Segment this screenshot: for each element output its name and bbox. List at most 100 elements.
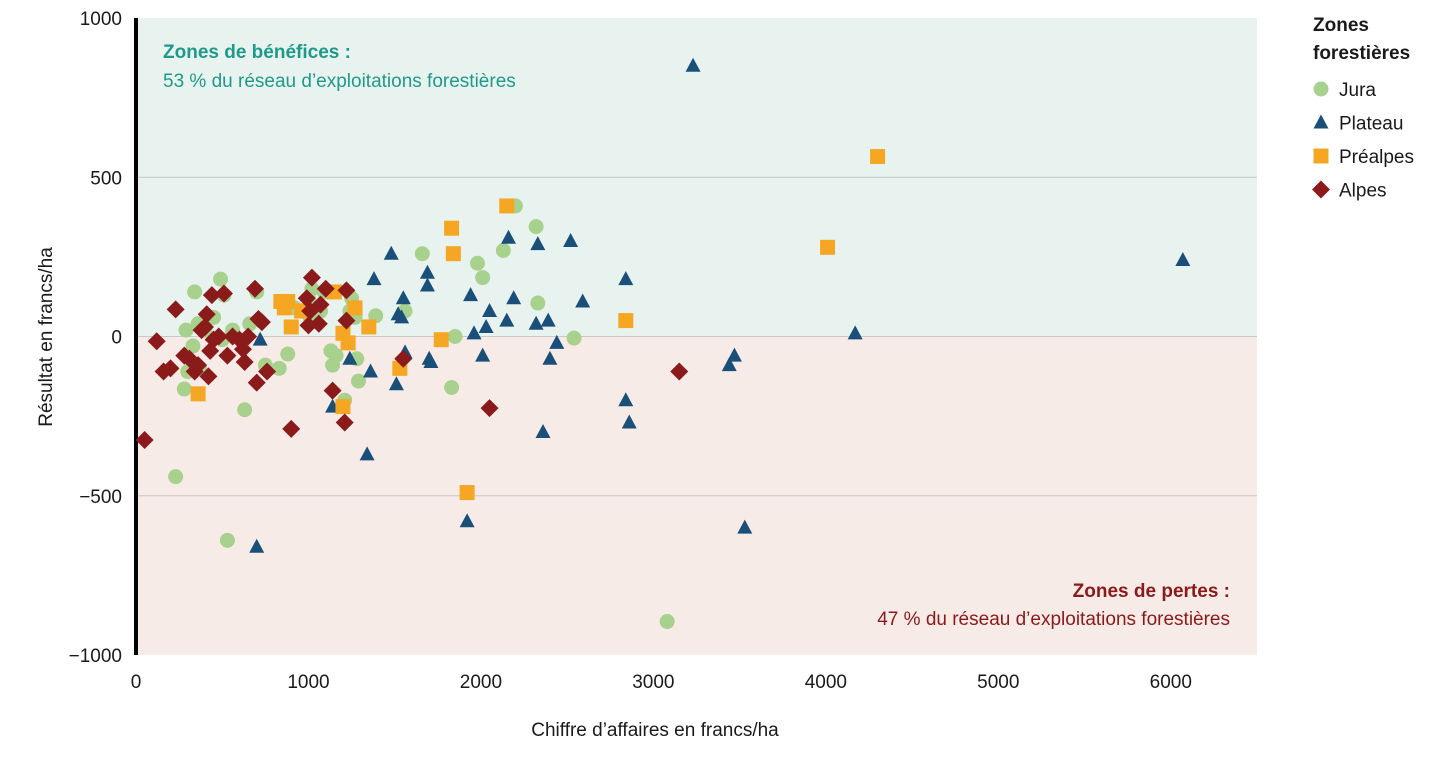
x-tick-label: 5000 xyxy=(977,672,1019,693)
point-triangle xyxy=(499,312,515,327)
point-square xyxy=(445,246,461,262)
point-diamond xyxy=(239,327,258,346)
point-diamond xyxy=(199,367,218,386)
point-circle xyxy=(528,219,544,235)
point-diamond xyxy=(235,352,254,371)
point-diamond xyxy=(337,311,356,330)
x-tick-label: 0 xyxy=(131,672,142,693)
y-axis-ticks: 1000 500 0 −500 −1000 xyxy=(69,9,122,667)
point-circle xyxy=(187,284,203,300)
point-circle xyxy=(168,469,184,485)
point-triangle xyxy=(394,309,410,324)
point-circle xyxy=(213,271,229,287)
legend-marker-circle xyxy=(1313,81,1329,97)
point-diamond xyxy=(302,268,321,287)
point-diamond xyxy=(161,359,180,378)
point-diamond xyxy=(189,356,208,375)
point-diamond xyxy=(297,289,316,308)
profit-zone-subtitle: 53 % du réseau d’exploitations forestièr… xyxy=(163,71,516,92)
point-triangle xyxy=(618,392,634,407)
x-tick-label: 4000 xyxy=(805,672,847,693)
point-triangle xyxy=(463,287,479,302)
point-triangle xyxy=(618,271,634,286)
y-tick-label: −1000 xyxy=(69,646,122,667)
point-triangle xyxy=(542,350,558,365)
profit-zone-title: Zones de bénéfices : xyxy=(163,42,351,63)
legend-label: Alpes xyxy=(1339,181,1387,202)
point-square xyxy=(280,293,296,309)
point-diamond xyxy=(258,362,277,381)
legend-item: Plateau xyxy=(1313,114,1403,135)
point-square xyxy=(618,313,634,329)
point-circle xyxy=(444,379,460,395)
point-diamond xyxy=(247,373,266,392)
point-triangle xyxy=(535,424,551,439)
point-circle xyxy=(469,255,485,271)
point-triangle xyxy=(383,245,399,260)
point-diamond xyxy=(166,300,185,319)
point-diamond xyxy=(337,281,356,300)
legend-label: Plateau xyxy=(1339,114,1403,135)
legend-marker-square xyxy=(1313,148,1329,164)
legend-label: Jura xyxy=(1339,80,1376,101)
point-triangle xyxy=(419,277,435,292)
point-square xyxy=(820,239,836,255)
point-triangle xyxy=(1175,252,1191,267)
point-diamond xyxy=(209,327,228,346)
point-triangle xyxy=(459,513,475,528)
point-square xyxy=(499,198,515,214)
point-triangle xyxy=(528,315,544,330)
point-square xyxy=(335,399,351,415)
legend-item: Alpes xyxy=(1312,180,1387,202)
series-préalpes xyxy=(190,149,886,501)
point-diamond xyxy=(335,413,354,432)
point-triangle xyxy=(726,347,742,362)
legend: Zones forestières Jura Plateau Préalpes Alp… xyxy=(1312,15,1414,202)
y-axis-label: Résultat en francs/ha xyxy=(36,247,57,427)
x-axis-ticks: 0 1000 2000 3000 4000 5000 6000 xyxy=(131,672,1192,693)
point-circle xyxy=(566,330,582,346)
point-triangle xyxy=(475,347,491,362)
point-diamond xyxy=(480,399,499,418)
loss-zone-title: Zones de pertes : xyxy=(1073,581,1230,602)
point-triangle xyxy=(359,446,375,461)
point-triangle xyxy=(737,519,753,534)
data-points xyxy=(135,57,1191,630)
legend-marker-diamond xyxy=(1312,180,1330,199)
point-triangle xyxy=(530,236,546,251)
point-circle xyxy=(447,329,463,344)
point-circle xyxy=(219,532,235,548)
point-diamond xyxy=(394,349,413,368)
point-circle xyxy=(475,270,491,286)
point-diamond xyxy=(197,305,216,324)
point-diamond xyxy=(218,346,237,365)
point-diamond xyxy=(135,431,154,450)
loss-zone-subtitle: 47 % du réseau d’exploitations forestièr… xyxy=(877,609,1230,630)
point-diamond xyxy=(214,284,233,303)
point-triangle xyxy=(363,363,379,378)
point-diamond xyxy=(252,313,271,332)
point-diamond xyxy=(309,314,328,333)
point-square xyxy=(190,386,206,402)
point-diamond xyxy=(202,286,221,305)
point-circle xyxy=(328,348,344,364)
point-triangle xyxy=(621,414,637,429)
point-diamond xyxy=(245,279,264,298)
legend-items: Jura Plateau Préalpes Alpes xyxy=(1312,80,1414,202)
x-tick-label: 1000 xyxy=(287,672,329,693)
point-circle xyxy=(178,322,194,338)
point-diamond xyxy=(195,317,214,336)
point-square xyxy=(340,335,356,351)
legend-title-line1: Zones xyxy=(1313,15,1369,36)
legend-title-line2: forestières xyxy=(1313,43,1410,64)
point-triangle xyxy=(721,357,737,372)
point-square xyxy=(459,485,475,501)
x-axis-label: Chiffre d’affaires en francs/ha xyxy=(531,720,779,741)
point-circle xyxy=(414,246,430,262)
point-triangle xyxy=(388,376,404,391)
point-circle xyxy=(495,243,511,259)
point-square xyxy=(444,220,460,236)
point-triangle xyxy=(423,353,439,368)
point-circle xyxy=(350,373,366,389)
